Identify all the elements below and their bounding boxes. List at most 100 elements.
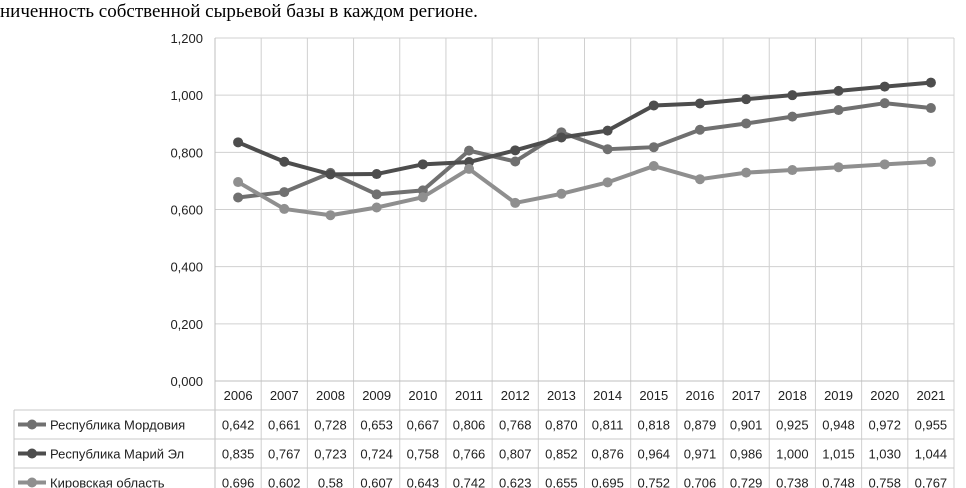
data-point: [833, 105, 844, 116]
data-point: [279, 156, 290, 167]
y-tick-label: 1,200: [170, 31, 203, 46]
data-point: [233, 192, 244, 203]
data-table-cell: 0,766: [453, 447, 486, 462]
data-point: [879, 159, 890, 170]
x-tick-label: 2016: [686, 388, 715, 403]
data-table-cell: 0,835: [222, 447, 255, 462]
data-point: [233, 177, 244, 188]
x-tick-label: 2019: [824, 388, 853, 403]
data-point: [694, 124, 705, 135]
x-tick-label: 2010: [408, 388, 437, 403]
data-point: [510, 197, 521, 208]
data-point: [879, 98, 890, 109]
legend-key-marker: [27, 419, 37, 430]
data-table-cell: 0,955: [915, 418, 948, 433]
data-point: [279, 187, 290, 198]
data-point: [371, 169, 382, 180]
data-table-cell: 0,870: [545, 418, 578, 433]
series-line: [236, 159, 933, 218]
x-tick-label: 2008: [316, 388, 345, 403]
data-point: [741, 118, 752, 129]
x-tick-label: 2012: [501, 388, 530, 403]
series-lines: [233, 77, 936, 221]
data-table-cell: 0,643: [407, 476, 440, 488]
legend-key-marker: [27, 477, 37, 488]
y-tick-label: 0,800: [170, 145, 203, 160]
data-point: [741, 167, 752, 178]
data-point: [694, 174, 705, 185]
data-point: [417, 159, 428, 170]
legend-label: Кировская область: [50, 476, 165, 488]
y-tick-label: 0,000: [170, 374, 203, 389]
x-tick-label: 2020: [870, 388, 899, 403]
data-table-cell: 0,728: [314, 418, 347, 433]
data-point: [648, 100, 659, 111]
data-point: [371, 202, 382, 213]
data-table-cell: 0,852: [545, 447, 578, 462]
data-table-cell: 0,623: [499, 476, 532, 488]
data-point: [325, 210, 336, 221]
data-table-cell: 0,925: [776, 418, 809, 433]
data-point: [464, 145, 475, 156]
data-point: [787, 90, 798, 101]
data-table-cell: 0,767: [915, 476, 948, 488]
data-table-cell: 0,607: [360, 476, 393, 488]
y-axis: 0,000 0,200 0,400 0,600 0,800 1,000 1,200: [170, 31, 203, 389]
data-table-cell: 0,58: [318, 476, 343, 488]
data-point: [417, 185, 428, 196]
data-point: [787, 111, 798, 122]
data-table-cell: 0,901: [730, 418, 763, 433]
x-tick-label: 2006: [224, 388, 253, 403]
x-tick-label: 2017: [732, 388, 761, 403]
data-point: [279, 203, 290, 214]
data-table-cell: 0,642: [222, 418, 255, 433]
data-table-cell: 0,724: [360, 447, 393, 462]
data-table-cell: 0,752: [638, 476, 671, 488]
x-tick-label: 2009: [362, 388, 391, 403]
data-point: [417, 192, 428, 203]
data-point: [833, 162, 844, 173]
x-tick-label: 2014: [593, 388, 622, 403]
data-point: [371, 189, 382, 200]
data-table-cell: 0,738: [776, 476, 809, 488]
data-table-cell: 0,768: [499, 418, 532, 433]
y-tick-label: 0,400: [170, 260, 203, 275]
data-table: 2006 2007 2008 2009 2010 2011 2012 2013 2014 2015…: [13, 380, 954, 488]
data-table-cell: 0,971: [684, 447, 717, 462]
data-table-cell: 0,729: [730, 476, 763, 488]
data-point: [648, 142, 659, 153]
data-table-cell: 0,655: [545, 476, 578, 488]
data-table-cell: 0,972: [868, 418, 901, 433]
data-point: [602, 125, 613, 136]
data-point: [233, 137, 244, 148]
data-table-cell: 0,653: [360, 418, 393, 433]
data-table-cell: 0,818: [638, 418, 671, 433]
data-table-cell: 1,030: [868, 447, 901, 462]
x-tick-label: 2007: [270, 388, 299, 403]
data-table-cell: 0,948: [822, 418, 855, 433]
data-point: [602, 144, 613, 155]
figure-caption: ниченность собственной сырьевой базы в к…: [0, 1, 478, 22]
x-tick-label: 2021: [916, 388, 945, 403]
x-tick-label: 2013: [547, 388, 576, 403]
data-point: [694, 98, 705, 109]
data-point: [464, 163, 475, 174]
x-tick-label: 2011: [455, 388, 483, 403]
data-table-cell: 0,742: [453, 476, 486, 488]
x-tick-label: 2015: [639, 388, 668, 403]
legend-label: Республика Мордовия: [50, 418, 185, 433]
data-table-cell: 0,758: [868, 476, 901, 488]
data-table-cell: 0,876: [591, 447, 624, 462]
data-table-cell: 0,696: [222, 476, 255, 488]
data-table-cell: 0,964: [638, 447, 671, 462]
data-table-cell: 0,661: [268, 418, 301, 433]
series-line: [236, 80, 933, 177]
data-point: [648, 161, 659, 172]
data-table-cell: 0,811: [592, 418, 624, 433]
data-table-cell: 0,667: [407, 418, 440, 433]
data-point: [510, 156, 521, 167]
data-table-cell: 1,015: [822, 447, 855, 462]
data-point: [787, 165, 798, 176]
data-table-cell: 0,806: [453, 418, 486, 433]
